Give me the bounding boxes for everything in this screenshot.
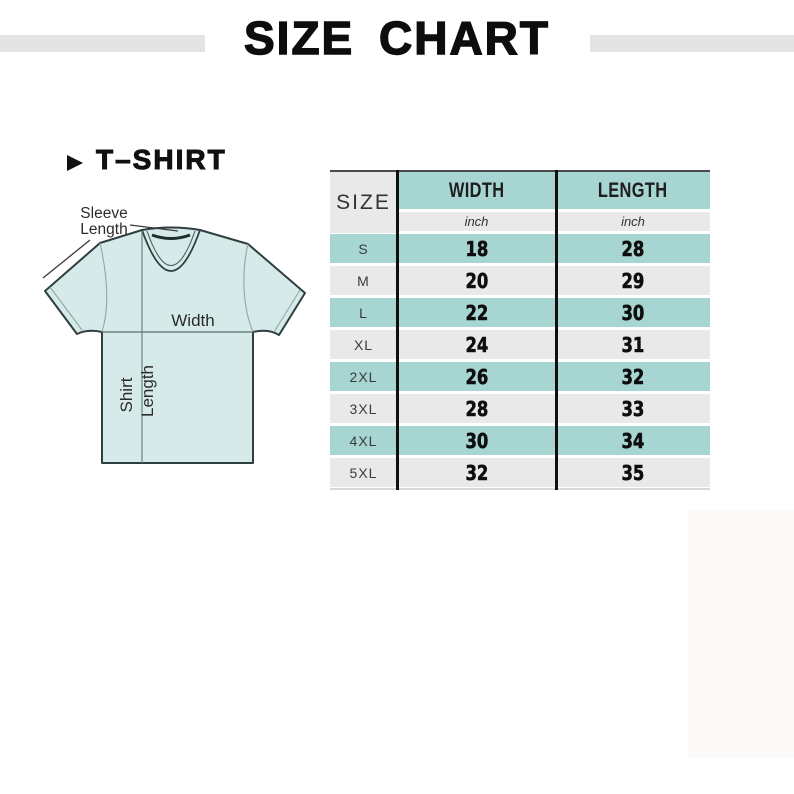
length-value: 30 bbox=[621, 300, 645, 325]
length-cell: 34 bbox=[556, 426, 710, 455]
size-cell: 5XL bbox=[330, 458, 397, 487]
table-row: XL 24 31 bbox=[330, 330, 710, 359]
width-cell: 32 bbox=[397, 458, 556, 487]
length-cell: 35 bbox=[556, 458, 710, 487]
table-row: 2XL 26 32 bbox=[330, 362, 710, 391]
width-cell: 30 bbox=[397, 426, 556, 455]
tshirt-diagram: Sleeve Length Width Shirt Length bbox=[42, 205, 306, 464]
right-shoulder-seam bbox=[243, 243, 254, 333]
width-value: 22 bbox=[465, 300, 488, 325]
size-value: M bbox=[357, 272, 370, 289]
size-cell: 2XL bbox=[330, 362, 397, 391]
length-value: 28 bbox=[621, 236, 645, 261]
size-column-header: SIZE bbox=[330, 172, 397, 233]
collar-inner-line bbox=[146, 230, 196, 266]
length-value: 35 bbox=[621, 460, 645, 485]
table-row: 5XL 32 35 bbox=[330, 458, 710, 487]
length-cell: 33 bbox=[556, 394, 710, 423]
shirt-length-label-line1: Shirt bbox=[117, 377, 136, 412]
size-value: 3XL bbox=[349, 400, 378, 417]
shirt-length-label-line2: Length bbox=[138, 365, 157, 417]
width-cell: 22 bbox=[397, 298, 556, 327]
length-cell: 30 bbox=[556, 298, 710, 327]
size-value: 5XL bbox=[349, 464, 378, 481]
left-shoulder-seam bbox=[99, 242, 108, 333]
length-value: 33 bbox=[621, 396, 645, 421]
length-value: 32 bbox=[621, 364, 645, 389]
width-cell: 24 bbox=[397, 330, 556, 359]
width-value: 20 bbox=[465, 268, 488, 293]
sleeve-label-line1: Sleeve bbox=[80, 205, 127, 222]
size-cell: L bbox=[330, 298, 397, 327]
width-header-cell: WIDTH bbox=[397, 172, 556, 209]
size-value: S bbox=[358, 240, 369, 257]
width-cell: 26 bbox=[397, 362, 556, 391]
table-row: 4XL 30 34 bbox=[330, 426, 710, 455]
width-value: 32 bbox=[465, 460, 488, 485]
sleeve-length-measure-line bbox=[42, 239, 91, 279]
table-row: L 22 30 bbox=[330, 298, 710, 327]
column-divider-line bbox=[555, 170, 558, 490]
size-value: XL bbox=[353, 336, 374, 353]
width-unit-label: inch bbox=[464, 214, 489, 229]
length-value: 34 bbox=[621, 428, 645, 453]
sleeve-label-pointer-line bbox=[129, 224, 179, 232]
width-value: 18 bbox=[465, 236, 488, 261]
length-header-label: LENGTH bbox=[598, 178, 668, 202]
left-cuff-seam bbox=[49, 286, 83, 331]
length-cell: 29 bbox=[556, 266, 710, 295]
length-value: 29 bbox=[621, 268, 645, 293]
size-value: L bbox=[359, 304, 368, 321]
length-cell: 28 bbox=[556, 234, 710, 263]
unit-spacer bbox=[330, 212, 397, 231]
width-cell: 28 bbox=[397, 394, 556, 423]
sleeve-label-line2: Length bbox=[80, 221, 127, 238]
unit-row: inch inch bbox=[330, 212, 710, 231]
length-cell: 32 bbox=[556, 362, 710, 391]
width-cell: 18 bbox=[397, 234, 556, 263]
tshirt-outline bbox=[44, 226, 306, 464]
size-cell: 4XL bbox=[330, 426, 397, 455]
table-body: WIDTH LENGTH inch inch S 18 28 bbox=[330, 172, 710, 490]
collar-outer-line bbox=[141, 229, 201, 272]
right-cuff-seam bbox=[273, 289, 301, 333]
length-cell: 31 bbox=[556, 330, 710, 359]
width-value: 30 bbox=[465, 428, 488, 453]
section-label: T–SHIRT bbox=[96, 144, 227, 176]
size-cell: M bbox=[330, 266, 397, 295]
size-cell: XL bbox=[330, 330, 397, 359]
right-triangle-icon bbox=[67, 155, 83, 171]
table-header-row: WIDTH LENGTH bbox=[330, 172, 710, 209]
title-divider-right bbox=[590, 35, 794, 52]
width-value: 28 bbox=[465, 396, 488, 421]
size-value: 2XL bbox=[349, 368, 378, 385]
table-row: S 18 28 bbox=[330, 234, 710, 263]
length-unit-cell: inch bbox=[556, 212, 710, 231]
width-unit-cell: inch bbox=[397, 212, 556, 231]
page-title: SIZE CHART bbox=[243, 12, 550, 64]
collar-back-line bbox=[151, 233, 191, 240]
length-unit-label: inch bbox=[621, 214, 645, 229]
column-divider-line bbox=[396, 170, 399, 490]
title-divider-left bbox=[0, 35, 205, 52]
size-cell: 3XL bbox=[330, 394, 397, 423]
background-shade-block bbox=[688, 510, 794, 758]
size-header-spacer bbox=[330, 172, 397, 209]
length-header-cell: LENGTH bbox=[556, 172, 710, 209]
width-header-label: WIDTH bbox=[448, 178, 505, 202]
table-row: M 20 29 bbox=[330, 266, 710, 295]
size-value: 4XL bbox=[349, 432, 378, 449]
table-row: 3XL 28 33 bbox=[330, 394, 710, 423]
size-cell: S bbox=[330, 234, 397, 263]
width-value: 26 bbox=[465, 364, 488, 389]
table-bottom-border bbox=[330, 488, 710, 490]
table-top-border bbox=[330, 170, 710, 172]
length-value: 31 bbox=[621, 332, 645, 357]
width-label: Width bbox=[171, 311, 214, 330]
size-table: SIZE WIDTH LENGTH inch inch bbox=[330, 170, 710, 492]
width-cell: 20 bbox=[397, 266, 556, 295]
width-value: 24 bbox=[465, 332, 488, 357]
